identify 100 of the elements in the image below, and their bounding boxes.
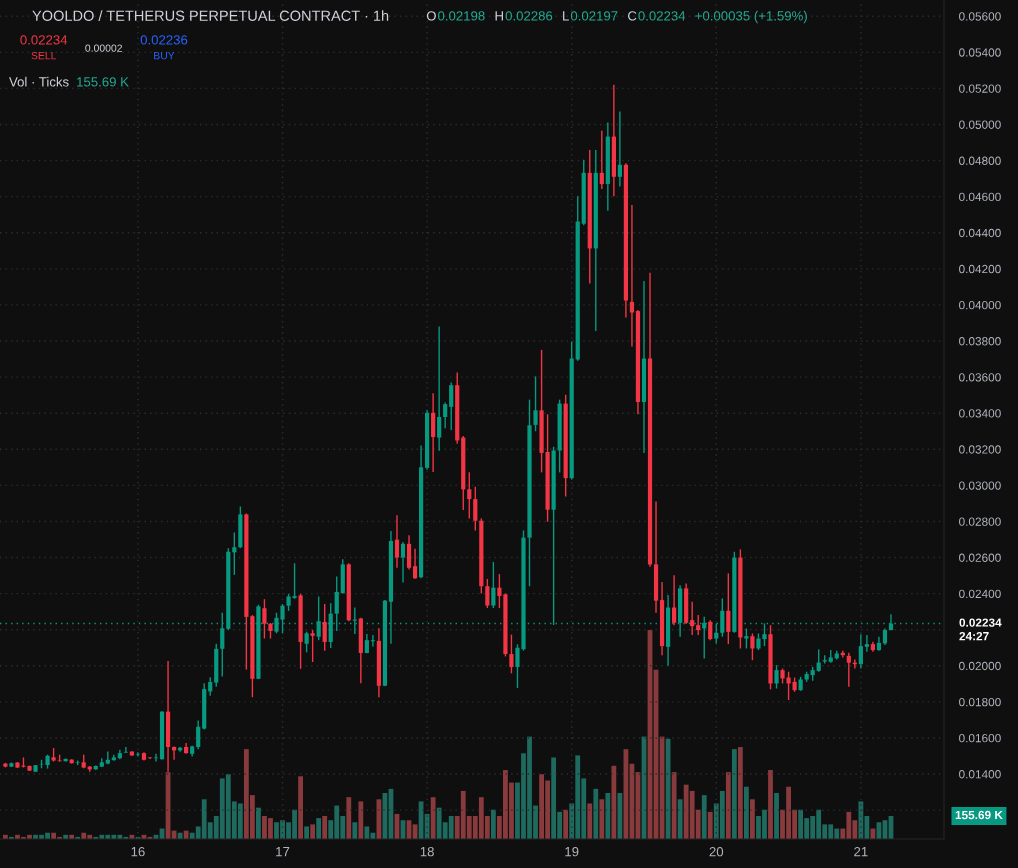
annotation: BUY [154,52,175,60]
bar [599,799,605,839]
candlestick [858,633,863,670]
candlestick [846,652,851,688]
y-tick-label: 0.01600 [959,733,1001,743]
candlestick [105,750,110,765]
x-tick-label: 20 [709,846,724,857]
candlestick [672,574,677,626]
y-tick-label: 0.01800 [959,697,1001,707]
bar [605,793,611,839]
y-tick-label: 0.02400 [959,589,1001,599]
y-tick-label: 0.05600 [959,12,1001,21]
y-tick-label: 0.04000 [959,300,1001,310]
candlestick [412,548,418,580]
candlestick [208,676,213,697]
candlestick [406,534,412,571]
candlestick [153,753,159,763]
bar [707,811,713,839]
candlestick [473,486,478,532]
bar [563,809,569,839]
candlestick [232,531,237,576]
ref-line-label: 0.02234 [959,618,1002,627]
candlestick [400,541,406,584]
candlestick [322,603,327,652]
annotation: 0.00002 [85,44,123,52]
candlestick [629,204,635,348]
x-tick-label: 21 [854,846,868,857]
bar [346,797,352,839]
candlestick [708,619,713,641]
bar [587,803,593,839]
bar [430,797,436,839]
candlestick [690,601,695,636]
candlestick [774,664,779,690]
annotation: 0.02234 [20,35,68,45]
bar [256,807,261,839]
annotation: Vol · Ticks [9,76,69,87]
y-tick-label: 0.04600 [959,192,1001,202]
candlestick [720,597,725,638]
candlestick [147,756,153,760]
candlestick [196,719,201,750]
y-tick-label: 0.04200 [959,264,1001,274]
annotation: L [563,11,569,21]
y-tick-label: 0.03200 [959,445,1001,454]
bar [725,772,731,839]
candlestick [394,514,400,569]
y-tick-label: 0.05000 [959,120,1001,129]
bar [768,770,773,839]
candlestick [750,632,755,661]
text: YOOLDO / TETHERUS PERPETUAL CONTRACT · 1h [32,10,389,21]
annotation: C [628,11,637,21]
annotation: +0.00035 (+1.59%) [695,10,807,24]
candlestick [491,561,496,609]
bar [743,786,749,839]
bar [298,776,303,839]
candlestick [864,634,869,653]
candlestick [310,629,315,663]
bar [322,816,328,839]
annotation: H [495,11,503,21]
y-tick-label: 0.03600 [959,373,1001,382]
y-tick-label: 0.02000 [959,661,1001,671]
y-tick-label: 0.02600 [959,553,1001,562]
annotation: 0.02236 [140,35,188,45]
bar [490,809,496,839]
bar [774,793,779,839]
candlestick [262,598,267,640]
x-tick-label: 17 [276,847,290,857]
bar [358,801,364,839]
bar [731,749,737,839]
bar [737,747,743,839]
annotation: 0.02198 [438,11,485,21]
bar [701,795,707,839]
annotation: 155.69 K [77,77,129,87]
text: 155.69 K [955,810,1003,820]
annotation: O [426,11,436,21]
annotation: 0.02234 [638,11,686,21]
bar [750,799,755,839]
candlestick [533,375,538,432]
y-tick-label: 0.03000 [959,481,1001,490]
candlestick [135,751,141,758]
annotation: 0.02197 [570,11,618,21]
y-tick-label: 0.01400 [959,770,1001,779]
candlestick [123,746,128,754]
candlestick [467,471,472,520]
y-tick-label: 0.03400 [959,409,1001,418]
annotation: SELL [31,51,57,60]
y-tick-label: 0.04800 [959,156,1001,165]
bar [316,818,322,839]
x-tick-label: 18 [420,846,434,857]
y-tick-label: 0.05200 [959,84,1001,93]
candlestick [816,648,821,673]
bar [310,824,316,839]
bar [304,826,310,839]
bar [352,822,358,839]
y-tick-label: 0.04400 [959,228,1001,238]
candlestick [485,578,490,609]
bar [593,788,599,839]
bar [617,793,623,839]
candlestick [696,614,701,636]
bar [611,765,617,839]
bar [677,799,683,839]
